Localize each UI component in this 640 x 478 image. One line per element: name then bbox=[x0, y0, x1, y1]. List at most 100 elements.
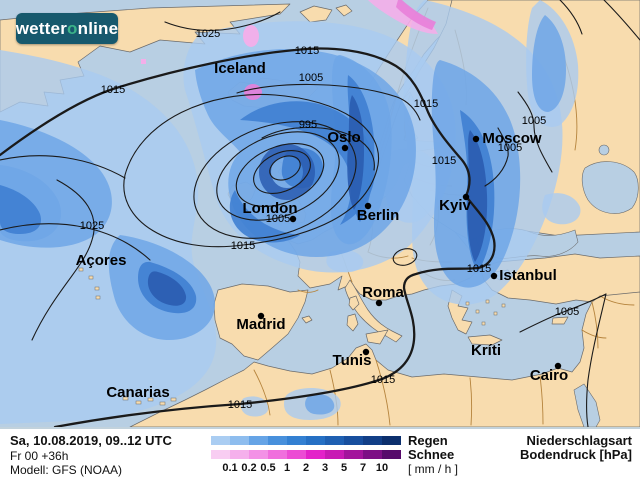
legend-tick: 0.5 bbox=[260, 462, 276, 474]
legend-color-segment bbox=[287, 436, 306, 445]
legend-color-segment bbox=[325, 450, 344, 459]
city-dot-kyiv bbox=[462, 193, 470, 201]
legend-color-segment bbox=[344, 436, 363, 445]
land-svalbard2 bbox=[335, 4, 353, 17]
isobar-label-1015: 1015 bbox=[414, 98, 438, 110]
land-cyprus bbox=[551, 316, 569, 325]
legend-tick: 10 bbox=[375, 462, 389, 474]
snow-color-scale bbox=[211, 450, 401, 459]
city-layer: Oslo Moscow London Berlin Kyiv Istanbul Madrid… bbox=[236, 129, 568, 384]
isobar-label-1015: 1015 bbox=[231, 240, 255, 252]
legend-color-segment bbox=[363, 436, 382, 445]
city-label-berlin: Berlin bbox=[357, 207, 400, 224]
region-label-kríti: Kríti bbox=[471, 342, 501, 359]
legend-color-segment bbox=[230, 436, 249, 445]
island-dots-layer bbox=[78, 267, 506, 406]
land-balearics bbox=[301, 315, 313, 324]
isobar-label-1005: 1005 bbox=[522, 115, 546, 127]
legend-color-segment bbox=[211, 450, 230, 459]
land-iberia bbox=[213, 283, 309, 361]
legend-color-segment bbox=[306, 436, 325, 445]
legend-color-segment bbox=[268, 436, 287, 445]
city-label-madrid: Madrid bbox=[236, 316, 285, 333]
rain-layer bbox=[0, 0, 581, 424]
city-dot-moscow bbox=[472, 135, 480, 143]
land-sardinia bbox=[346, 313, 359, 332]
snow-legend-label: Schnee bbox=[408, 447, 455, 462]
legend-color-segment bbox=[363, 450, 382, 459]
legend-color-segment bbox=[249, 450, 268, 459]
isobar-label-1015: 1015 bbox=[467, 263, 491, 275]
footer-bar: Sa, 10.08.2019, 09..12 UTC Fr 00 +36h Mo… bbox=[0, 427, 640, 478]
land-crete bbox=[467, 334, 503, 346]
isobar-label-1005: 1005 bbox=[266, 213, 290, 225]
isobar-label-1025: 1025 bbox=[196, 28, 220, 40]
weather-map[interactable]: 1025 1015 1005 995 1015 1025 1005 1015 1015 1005 1… bbox=[0, 0, 640, 427]
city-dot-cairo bbox=[554, 362, 562, 370]
pressure-title: Bodendruck [hPa] bbox=[520, 447, 632, 462]
isobar-label-1005: 1005 bbox=[299, 72, 323, 84]
isobar-label-1025: 1025 bbox=[80, 220, 104, 232]
region-label-canarias: Canarias bbox=[106, 384, 169, 401]
isobar-label-995: 995 bbox=[299, 119, 317, 131]
model-label: Modell: GFS (NOAA) bbox=[10, 463, 123, 477]
city-label-cairo: Cairo bbox=[530, 367, 568, 384]
isobar-layer bbox=[0, 0, 640, 427]
land-sicily bbox=[365, 329, 389, 345]
map-canvas: 1025 1015 1005 995 1015 1025 1005 1015 1015 1005 1… bbox=[0, 0, 640, 427]
wetteronline-logo[interactable]: wetteronline bbox=[16, 13, 118, 44]
region-label-iceland: Iceland bbox=[214, 60, 266, 77]
water-lake bbox=[598, 144, 610, 156]
legend-tick: 2 bbox=[302, 462, 310, 474]
isobar-label-1005: 1005 bbox=[498, 142, 522, 154]
legend-color-segment bbox=[325, 436, 344, 445]
valid-time-label: Sa, 10.08.2019, 09..12 UTC bbox=[10, 433, 172, 448]
city-dot-berlin bbox=[364, 202, 372, 210]
run-offset-label: Fr 00 +36h bbox=[10, 449, 69, 463]
legend-color-segment bbox=[230, 450, 249, 459]
isobar-label-1015: 1015 bbox=[371, 374, 395, 386]
legend-tick: 7 bbox=[359, 462, 367, 474]
legend-color-segment bbox=[287, 450, 306, 459]
city-label-istanbul: Istanbul bbox=[499, 267, 557, 284]
city-dot-tunis bbox=[362, 348, 370, 356]
rain-color-scale bbox=[211, 436, 401, 445]
legend-color-segment bbox=[382, 450, 401, 459]
precip-type-title: Niederschlagsart bbox=[526, 433, 633, 448]
legend-color-segment bbox=[344, 450, 363, 459]
legend-color-segment bbox=[382, 436, 401, 445]
city-label-tunis: Tunis bbox=[333, 352, 372, 369]
city-dot-oslo bbox=[341, 144, 349, 152]
legend-color-segment bbox=[268, 450, 287, 459]
city-dot-roma bbox=[375, 299, 383, 307]
legend-tick: 3 bbox=[321, 462, 329, 474]
isobar-label-1015: 1015 bbox=[295, 45, 319, 57]
legend-tick: 0.1 bbox=[222, 462, 238, 474]
city-dot-madrid bbox=[257, 312, 265, 320]
isobar-label-layer: 1025 1015 1005 995 1015 1025 1005 1015 1015 1005 1… bbox=[80, 28, 579, 411]
city-dot-istanbul bbox=[490, 272, 498, 280]
city-label-roma: Roma bbox=[362, 284, 404, 301]
city-dot-london bbox=[289, 215, 297, 223]
region-label-layer: Iceland Açores Canarias Kríti bbox=[76, 60, 501, 401]
water-caspian-lakes bbox=[581, 161, 639, 214]
legend-color-segment bbox=[249, 436, 268, 445]
logo-text: wetteronline bbox=[15, 18, 119, 38]
legend-tick: 5 bbox=[340, 462, 348, 474]
city-label-moscow: Moscow bbox=[482, 130, 542, 147]
land-svalbard bbox=[299, 5, 333, 23]
legend-tick: 0.2 bbox=[241, 462, 257, 474]
rain-legend-label: Regen bbox=[408, 433, 448, 448]
isobar-label-1005: 1005 bbox=[555, 306, 579, 318]
legend-color-segment bbox=[211, 436, 230, 445]
city-label-oslo: Oslo bbox=[327, 129, 360, 146]
unit-label: [ mm / h ] bbox=[408, 462, 459, 476]
legend-color-segment bbox=[306, 450, 325, 459]
region-label-açores: Açores bbox=[76, 252, 127, 269]
land-africa bbox=[129, 291, 640, 427]
city-label-kyiv: Kyiv bbox=[439, 197, 471, 214]
isobar-label-1015: 1015 bbox=[432, 155, 456, 167]
city-label-london: London bbox=[243, 200, 298, 217]
legend-tick: 1 bbox=[283, 462, 291, 474]
